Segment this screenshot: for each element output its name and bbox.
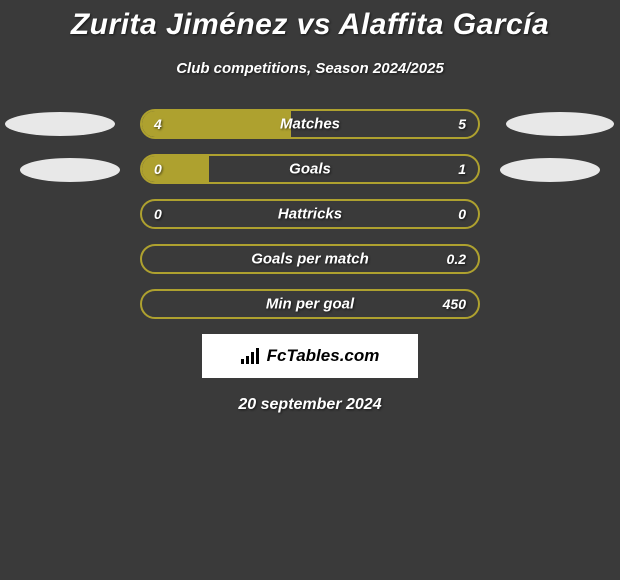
stat-bar-fill <box>142 111 291 137</box>
stat-right-value: 0.2 <box>447 251 466 267</box>
brand-text: FcTables.com <box>267 346 380 366</box>
page-subtitle: Club competitions, Season 2024/2025 <box>0 60 620 77</box>
stat-row: Min per goal 450 <box>0 289 620 319</box>
stat-left-value: 0 <box>154 161 162 177</box>
stat-right-value: 5 <box>458 116 466 132</box>
stat-bar: 4 Matches 5 <box>140 109 480 139</box>
brand-chart-icon <box>241 348 261 364</box>
comparison-chart: 4 Matches 5 0 Goals 1 0 Hattricks 0 Goals per mat… <box>0 109 620 319</box>
stat-label: Min per goal <box>266 296 354 313</box>
stat-label: Goals <box>289 161 331 178</box>
stat-right-value: 450 <box>443 296 466 312</box>
stat-label: Matches <box>280 116 340 133</box>
stat-row: 0 Goals 1 <box>0 154 620 184</box>
stat-row: 4 Matches 5 <box>0 109 620 139</box>
stat-row: Goals per match 0.2 <box>0 244 620 274</box>
page-title: Zurita Jiménez vs Alaffita García <box>0 0 620 42</box>
stat-right-value: 0 <box>458 206 466 222</box>
stat-bar-fill <box>142 156 209 182</box>
stat-left-value: 0 <box>154 206 162 222</box>
stat-right-value: 1 <box>458 161 466 177</box>
stat-row: 0 Hattricks 0 <box>0 199 620 229</box>
stat-left-value: 4 <box>154 116 162 132</box>
stat-bar: Goals per match 0.2 <box>140 244 480 274</box>
brand-badge: FcTables.com <box>202 334 418 378</box>
stat-bar: Min per goal 450 <box>140 289 480 319</box>
stat-bar: 0 Goals 1 <box>140 154 480 184</box>
stat-bar: 0 Hattricks 0 <box>140 199 480 229</box>
footer-date: 20 september 2024 <box>0 396 620 414</box>
stat-label: Goals per match <box>251 251 369 268</box>
stat-label: Hattricks <box>278 206 342 223</box>
